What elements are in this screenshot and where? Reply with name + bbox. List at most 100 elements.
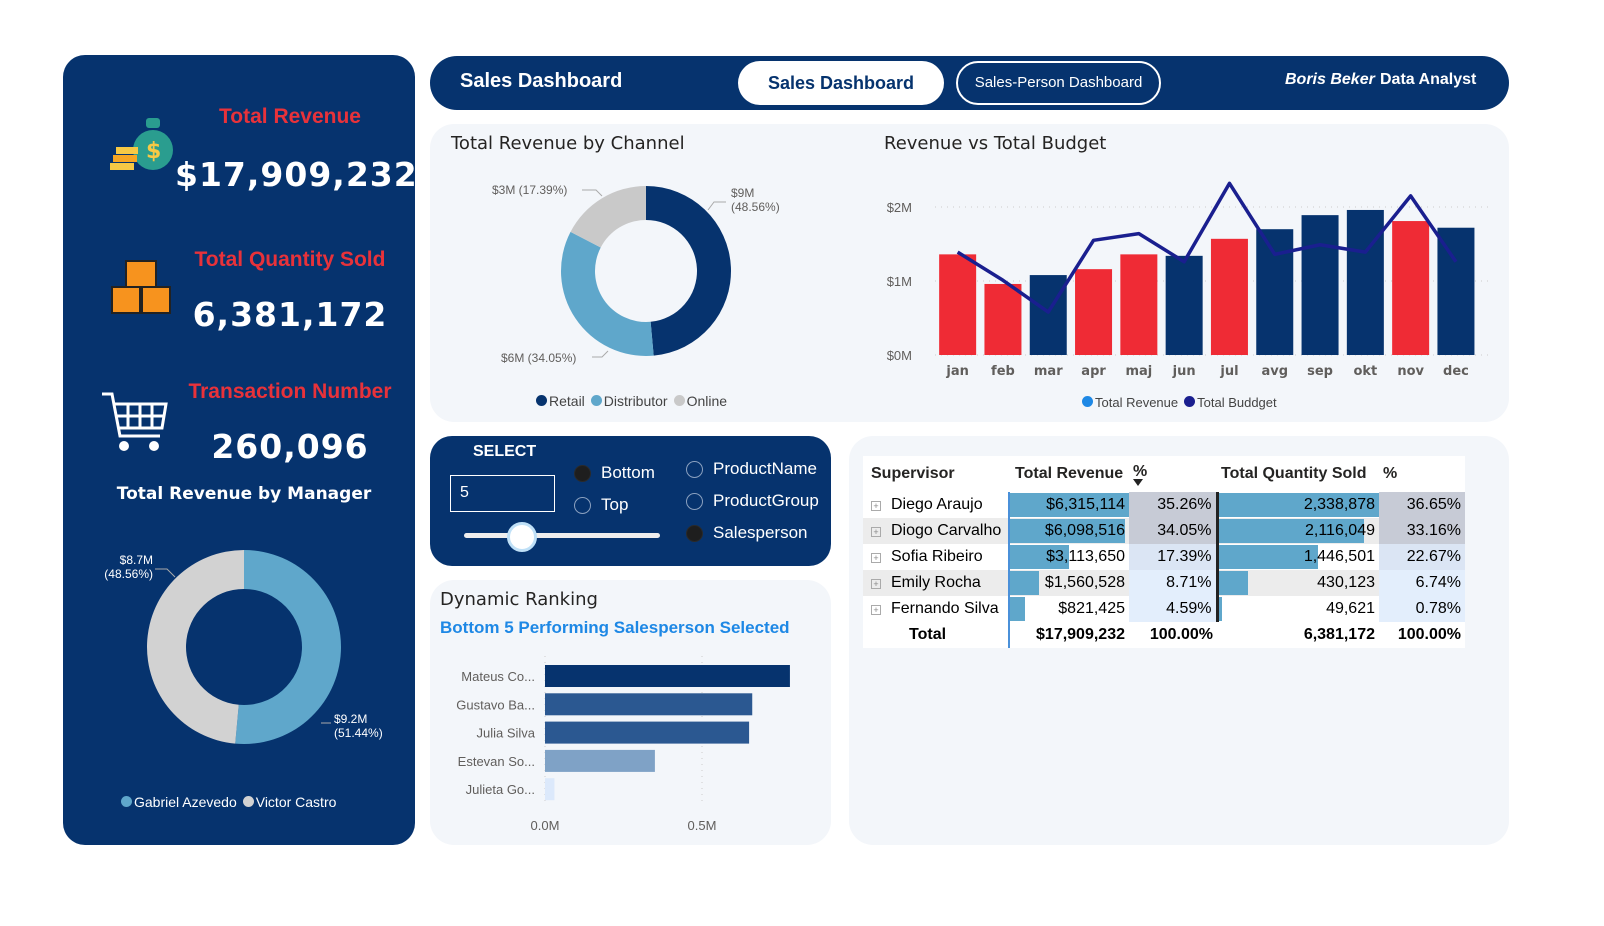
leader-line (155, 568, 176, 578)
ranking-card: Dynamic Ranking Bottom 5 Performing Sale… (430, 580, 831, 845)
total-label: Total (863, 622, 1010, 648)
channel-slice-retail (646, 186, 731, 356)
manager-slice-gabriel-azevedo (235, 550, 342, 744)
legend-item-retail[interactable]: Retail (536, 393, 585, 409)
sort-desc-icon (1133, 478, 1143, 486)
supervisor-cell[interactable]: + Sofia Ribeiro (863, 544, 1010, 570)
legend-item-total-revenue[interactable]: Total Revenue (1082, 395, 1178, 410)
revenue-value: $1,560,528 (1044, 574, 1125, 591)
select-title: SELECT (473, 443, 537, 460)
radio-top[interactable]: Top (574, 495, 628, 515)
radio-indicator[interactable] (574, 464, 591, 482)
radio-bottom[interactable]: Bottom (574, 463, 655, 483)
bar-sep (1301, 215, 1339, 355)
col-quantity-pct[interactable]: % (1383, 465, 1398, 482)
radio-indicator[interactable] (686, 460, 703, 478)
slider-handle[interactable] (507, 522, 537, 552)
channel-slice-distributor (561, 231, 654, 356)
table-row[interactable]: + Diego Araujo $6,315,114 35.26% 2,338,87… (863, 492, 1465, 518)
legend-label: Total Revenue (1095, 395, 1179, 410)
bar-maj (1120, 254, 1158, 355)
radio-label: Bottom (601, 463, 655, 482)
manager-legend: Gabriel Azevedo Victor Castro (121, 794, 336, 810)
supervisor-table-wrap: Supervisor Total Revenue % Total Quantit… (863, 456, 1465, 648)
radio-productgroup[interactable]: ProductGroup (686, 491, 819, 511)
legend-label: Total Buddget (1197, 395, 1277, 410)
supervisor-table-card: Supervisor Total Revenue % Total Quantit… (849, 436, 1509, 845)
radio-productname[interactable]: ProductName (686, 459, 817, 479)
table-row[interactable]: + Fernando Silva $821,425 4.59% 49,621 0.… (863, 596, 1465, 622)
expand-icon[interactable]: + (871, 579, 881, 589)
radio-indicator[interactable] (686, 524, 703, 542)
revenue-cell: $3,113,650 (1009, 544, 1129, 570)
header-bar: Sales Dashboard Sales Dashboard Sales-Pe… (430, 56, 1509, 110)
quantity-value: 2,116,049 (1305, 522, 1375, 539)
x-tick-label: 0.0M (531, 818, 560, 833)
revenue-pct-cell: 17.39% (1129, 544, 1217, 570)
legend-item-total-budget[interactable]: Total Buddget (1184, 395, 1277, 410)
col-total-quantity[interactable]: Total Quantity Sold (1221, 465, 1367, 482)
bar-feb (984, 283, 1022, 355)
money-bag-icon: $ (110, 118, 173, 170)
channel-label-online: $3M (17.39%) (492, 183, 568, 197)
col-total-revenue[interactable]: Total Revenue (1015, 465, 1124, 482)
legend-label: Gabriel Azevedo (134, 794, 237, 810)
top-charts-card: Total Revenue by Channel Revenue vs Tota… (430, 124, 1509, 422)
legend-item-victor[interactable]: Victor Castro (242, 794, 336, 810)
radio-salesperson[interactable]: Salesperson (686, 523, 808, 543)
bar-jan (939, 254, 977, 355)
bar-jul (1210, 238, 1248, 355)
quantity-cell: 49,621 (1215, 596, 1379, 622)
expand-icon[interactable]: + (871, 553, 881, 563)
label-pct: (48.56%) (731, 200, 780, 214)
revenue-value: $3,113,650 (1046, 548, 1125, 565)
supervisor-cell[interactable]: + Emily Rocha (863, 570, 1010, 596)
total-revenue-pct: 100.00% (1149, 626, 1213, 643)
revenue-value: $6,315,114 (1046, 496, 1125, 513)
channel-chart-title: Total Revenue by Channel (451, 133, 685, 154)
supervisor-cell[interactable]: + Diogo Carvalho (863, 518, 1010, 544)
revenue-value: $821,425 (1058, 600, 1125, 617)
tab-sales-person-dashboard[interactable]: Sales-Person Dashboard (956, 61, 1161, 105)
ranking-subtitle: Bottom 5 Performing Salesperson Selected (440, 618, 790, 637)
legend-item-online[interactable]: Online (673, 393, 727, 409)
table-row[interactable]: + Sofia Ribeiro $3,113,650 17.39% 1,446,5… (863, 544, 1465, 570)
tab-sales-dashboard[interactable]: Sales Dashboard (738, 61, 944, 105)
rank-count-input[interactable]: 5 (450, 475, 555, 512)
col-revenue-pct[interactable]: % (1129, 456, 1217, 492)
radio-label: ProductGroup (713, 491, 819, 510)
y-tick-label: Julieta Go... (466, 782, 535, 797)
select-panel: SELECT 5 Bottom Top ProductName ProductG… (430, 436, 831, 566)
x-tick-label: nov (1397, 364, 1424, 379)
x-tick-label: jun (1172, 364, 1196, 379)
revenue-value: $6,098,516 (1044, 522, 1125, 539)
expand-icon[interactable]: + (871, 501, 881, 511)
radio-indicator[interactable] (574, 496, 591, 514)
radio-indicator[interactable] (686, 492, 703, 510)
revenue-cell: $6,098,516 (1009, 518, 1129, 544)
col-supervisor[interactable]: Supervisor (871, 465, 955, 482)
table-header-row: Supervisor Total Revenue % Total Quantit… (863, 456, 1465, 492)
legend-label: Distributor (603, 393, 668, 409)
ranking-bar (545, 778, 555, 801)
quantity-cell: 1,446,501 (1215, 544, 1379, 570)
expand-icon[interactable]: + (871, 527, 881, 537)
quantity-pct-cell: 6.74% (1379, 570, 1465, 596)
table-row[interactable]: + Emily Rocha $1,560,528 8.71% 430,123 6.… (863, 570, 1465, 596)
revenue-pct-cell: 34.05% (1129, 518, 1217, 544)
supervisor-cell[interactable]: + Diego Araujo (863, 492, 1010, 518)
y-tick-label: Julia Silva (476, 726, 535, 741)
ranking-bar (545, 693, 753, 716)
table-row[interactable]: + Diogo Carvalho $6,098,516 34.05% 2,116,… (863, 518, 1465, 544)
supervisor-cell[interactable]: + Fernando Silva (863, 596, 1010, 622)
rank-count-slider[interactable] (464, 533, 660, 538)
y-tick-label: $1M (887, 274, 912, 289)
expand-icon[interactable]: + (871, 605, 881, 615)
legend-item-gabriel[interactable]: Gabriel Azevedo (121, 794, 237, 810)
quantity-cell: 2,116,049 (1215, 518, 1379, 544)
bar-mar (1029, 275, 1067, 355)
x-tick-label: sep (1307, 364, 1333, 379)
legend-item-distributor[interactable]: Distributor (590, 393, 668, 409)
bar-avg (1256, 229, 1294, 355)
budget-line (956, 181, 1458, 314)
